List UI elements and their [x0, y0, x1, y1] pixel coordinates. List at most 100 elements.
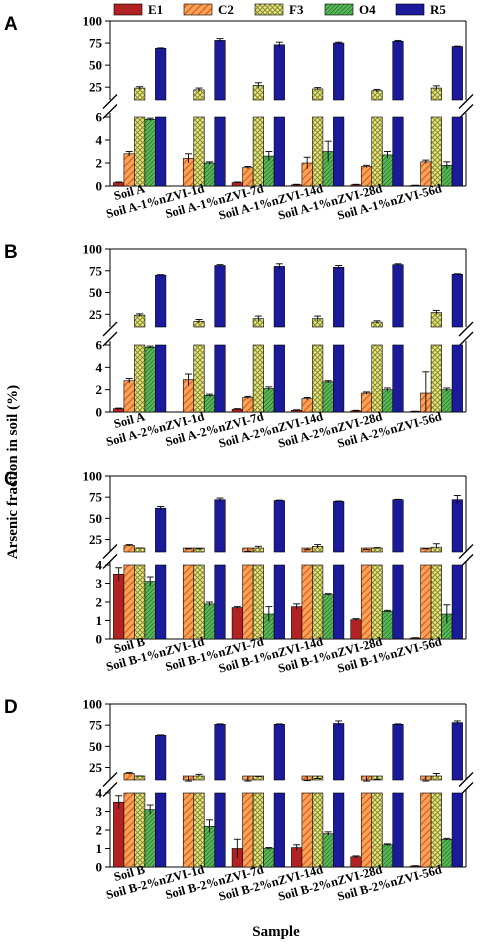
bar-r5-soil-b-1pctnzvi-1d-upper — [214, 499, 226, 553]
error-bar-c2-soil-a-2pctnzvi-28d — [363, 391, 370, 395]
bar-f3-soil-b-2pctnzvi-14d — [312, 792, 324, 868]
bar-c2-soil-b-2pctnzvi-14d — [301, 792, 313, 868]
bar-r5-soil-b-1pctnzvi-56d — [451, 564, 463, 640]
category-group-soil-a-1pctnzvi-1d — [182, 38, 226, 187]
error-bar-f3-soil-b-1pctnzvi-7d — [254, 545, 262, 548]
bar-c2-soil-b-upper — [123, 773, 135, 781]
y-tick-label: 50 — [89, 511, 102, 526]
bar-r5-soil-b-1pctnzvi-14d-upper — [333, 501, 345, 553]
error-bar-o4-soil-b-1pctnzvi-14d — [324, 593, 332, 596]
bar-r5-soil-a-1pctnzvi-56d-upper — [451, 46, 463, 101]
error-bar-e1-soil-b-2pctnzvi-7d — [233, 838, 241, 858]
error-bar-e1-soil-b-1pctnzvi-14d — [293, 603, 301, 610]
error-bar-f3-soil-a-1pctnzvi-14d — [314, 87, 322, 91]
bar-o4-soil-b-2pctnzvi-56d — [441, 838, 453, 868]
bar-e1-soil-b — [113, 573, 125, 640]
panel-letter-d: D — [4, 697, 18, 718]
error-bar-o4-soil-b-2pctnzvi-56d — [443, 837, 451, 841]
category-group-soil-a-1pctnzvi-56d — [409, 45, 463, 187]
error-bar-o4-soil-a-2pctnzvi-28d — [384, 387, 391, 392]
y-tick-label: 6 — [96, 338, 103, 353]
bar-c2-soil-b-1pctnzvi-56d — [420, 564, 432, 640]
bar-f3-soil-b-1pctnzvi-56d — [430, 564, 442, 640]
error-bar-o4-soil-b-2pctnzvi-14d — [324, 831, 332, 836]
y-tick-label: 4 — [96, 133, 103, 148]
bar-r5-soil-b-upper — [155, 507, 167, 553]
bar-f3-soil-b-2pctnzvi-28d — [371, 792, 383, 868]
bar-r5-soil-b-upper — [155, 735, 167, 781]
error-bar-f3-soil-a-2pctnzvi-1d — [195, 319, 203, 323]
bar-c2-soil-b-1pctnzvi-28d — [360, 564, 373, 640]
bar-f3-soil-b — [134, 564, 146, 640]
legend-item-r5: R5 — [395, 2, 446, 17]
error-bar-o4-soil-b-1pctnzvi-1d — [206, 601, 213, 606]
error-bar-c2-soil-a — [125, 378, 133, 383]
bar-o4-soil-a — [144, 346, 156, 413]
bar-r5-soil-a-1pctnzvi-1d-upper — [214, 40, 226, 101]
bar-f3-soil-b-2pctnzvi-56d — [430, 792, 442, 868]
error-bar-r5-soil-b-2pctnzvi-28d — [394, 723, 402, 725]
error-bar-e1-soil-b-2pctnzvi-28d — [352, 855, 360, 858]
legend: E1 C2 F3 O4 R5 — [113, 2, 446, 17]
category-group-soil-b-2pctnzvi-56d — [409, 720, 463, 868]
axis-break-mark — [102, 94, 118, 109]
bar-r5-soil-a-1pctnzvi-14d-upper — [333, 42, 345, 101]
error-bar-r5-soil-a-2pctnzvi-28d — [394, 263, 402, 266]
bar-r5-soil-b-1pctnzvi-14d — [333, 564, 345, 640]
bar-r5-soil-a-upper — [155, 48, 167, 101]
legend-item-f3: F3 — [254, 2, 304, 17]
legend-swatch-f3 — [254, 3, 284, 16]
y-tick-label: 100 — [83, 697, 103, 712]
error-bar-o4-soil-b-2pctnzvi-7d — [265, 847, 273, 850]
bar-e1-soil-b-2pctnzvi-14d — [291, 847, 303, 868]
error-bar-c2-soil-b — [125, 772, 133, 775]
bar-r5-soil-a — [155, 344, 167, 413]
error-bar-r5-soil-a — [157, 274, 165, 276]
bar-f3-soil-a-1pctnzvi-14d — [312, 116, 324, 187]
error-bar-r5-soil-b-1pctnzvi-28d — [394, 498, 402, 501]
bar-e1-soil-b — [113, 801, 125, 868]
bar-r5-soil-b-2pctnzvi-28d — [392, 792, 404, 868]
error-bar-f3-soil-b-2pctnzvi-56d — [432, 773, 440, 776]
axes-c: 25 50 75 100 0 1 2 3 4 — [83, 469, 474, 647]
bar-o4-soil-b — [144, 581, 156, 640]
error-bar-c2-soil-b-2pctnzvi-28d — [363, 776, 370, 782]
legend-label-f3: F3 — [289, 2, 304, 17]
error-bar-o4-soil-a-2pctnzvi-14d — [324, 380, 332, 383]
bar-r5-soil-b-2pctnzvi-28d-upper — [392, 724, 404, 781]
category-group-soil-a-1pctnzvi-28d — [350, 39, 404, 187]
error-bar-c2-soil-b-1pctnzvi-1d — [185, 548, 192, 550]
error-bar-r5-soil-a-1pctnzvi-7d — [275, 41, 283, 48]
bar-f3-soil-b-1pctnzvi-14d — [312, 564, 324, 640]
y-tick-label: 4 — [96, 558, 103, 573]
bar-f3-soil-a-upper — [134, 314, 146, 328]
error-bar-c2-soil-b-2pctnzvi-1d — [185, 776, 192, 782]
error-bar-r5-soil-b-1pctnzvi-7d — [275, 499, 283, 501]
bar-o4-soil-a-2pctnzvi-1d — [203, 394, 216, 413]
axis-break-mark — [102, 544, 118, 559]
axis-break-mark — [102, 782, 118, 797]
error-bar-o4-soil-b — [146, 804, 154, 815]
error-bar-o4-soil-b-1pctnzvi-56d — [443, 604, 451, 624]
axis-break-mark — [102, 321, 118, 337]
bar-c2-soil-b-2pctnzvi-1d — [182, 792, 195, 868]
bar-o4-soil-a-1pctnzvi-28d — [381, 154, 394, 187]
category-group-soil-a — [113, 47, 167, 187]
error-bar-o4-soil-a-2pctnzvi-7d — [265, 386, 273, 391]
bar-c2-soil-b — [123, 792, 135, 868]
bar-f3-soil-b-upper — [134, 775, 146, 781]
y-tick-label: 0 — [96, 860, 103, 875]
bar-r5-soil-a-2pctnzvi-7d-upper — [273, 266, 285, 328]
error-bar-f3-soil-a-2pctnzvi-56d — [432, 309, 440, 315]
y-tick-label: 1 — [96, 613, 103, 628]
bar-r5-soil-a-2pctnzvi-1d-upper — [214, 265, 226, 328]
bar-r5-soil-b-1pctnzvi-7d-upper — [273, 500, 285, 553]
bar-r5-soil-b-2pctnzvi-14d-upper — [333, 723, 345, 781]
error-bar-e1-soil-b — [115, 567, 123, 581]
bar-o4-soil-b-1pctnzvi-28d — [381, 610, 394, 640]
bar-r5-soil-b-1pctnzvi-7d — [273, 564, 285, 640]
bar-c2-soil-b-1pctnzvi-14d — [301, 564, 313, 640]
